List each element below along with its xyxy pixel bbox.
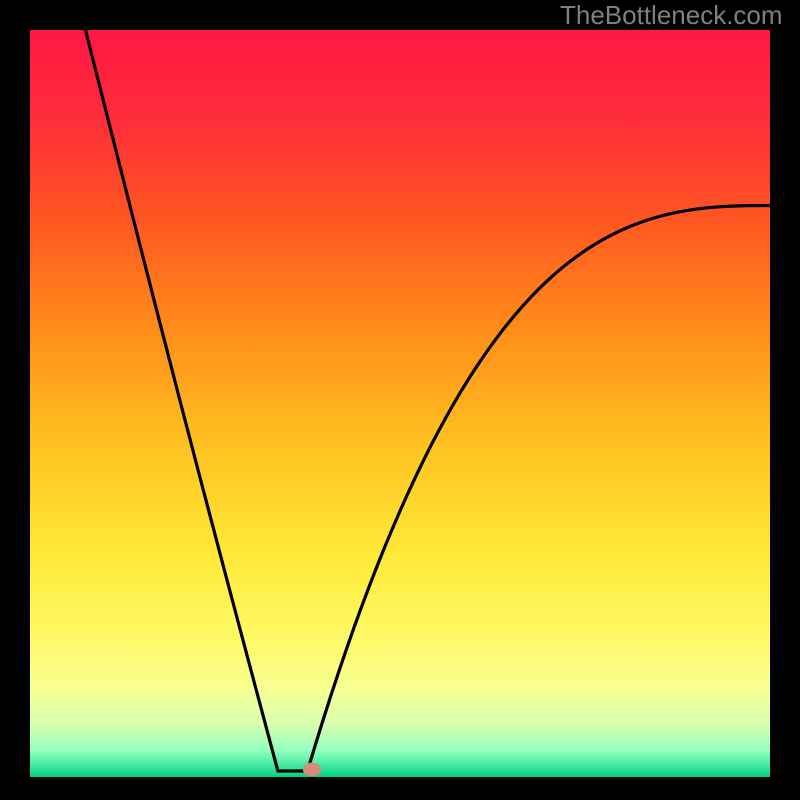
optimal-point-marker bbox=[303, 763, 321, 777]
bottleneck-chart bbox=[30, 30, 770, 777]
gradient-background bbox=[30, 30, 770, 777]
watermark-label: TheBottleneck.com bbox=[560, 0, 783, 31]
